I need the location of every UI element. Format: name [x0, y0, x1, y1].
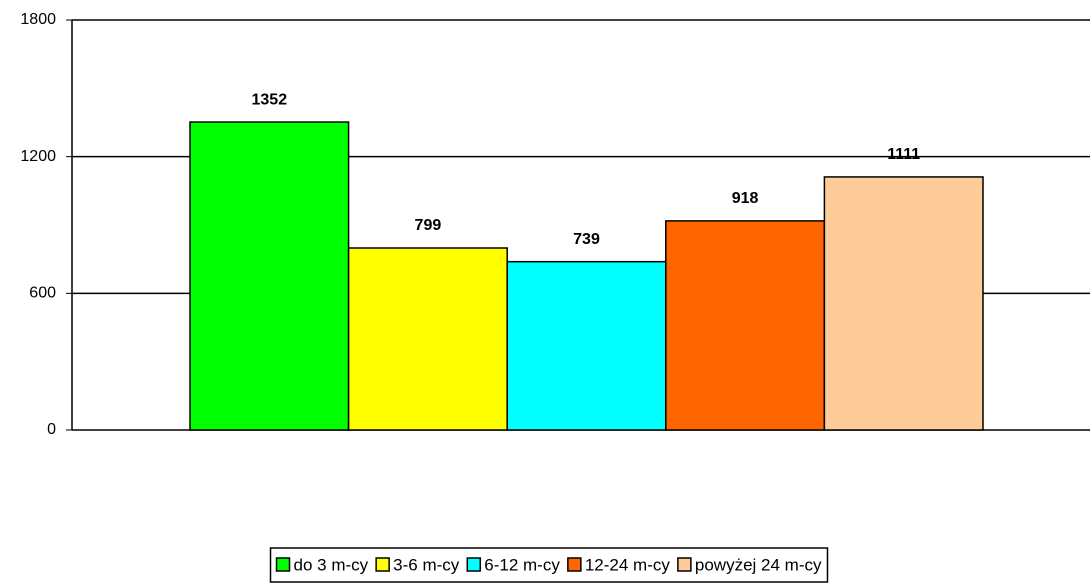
legend-item: 6-12 m-cy	[466, 555, 560, 574]
value-label: 739	[573, 231, 600, 248]
y-tick-label: 0	[47, 421, 56, 438]
legend-label: 3-6 m-cy	[393, 555, 460, 574]
bar	[347, 247, 508, 431]
legend-swatch	[375, 557, 390, 572]
legend-item: do 3 m-cy	[275, 555, 369, 574]
y-tick-label: 600	[29, 285, 56, 302]
legend-label: do 3 m-cy	[294, 555, 369, 574]
value-label: 1111	[887, 146, 920, 163]
legend-swatch	[275, 557, 291, 572]
bar	[665, 220, 826, 431]
bar	[506, 260, 667, 431]
legend: do 3 m-cy 3-6 m-cy 6-12 m-cy 12-24 m-cy powy…	[269, 547, 829, 583]
value-label: 918	[732, 190, 759, 207]
bar	[823, 176, 984, 431]
bar	[189, 121, 350, 431]
legend-swatch	[677, 557, 692, 572]
legend-box	[269, 547, 829, 583]
y-tick-label: 1800	[20, 11, 56, 28]
legend-swatch	[567, 557, 582, 572]
legend-swatch	[466, 557, 482, 572]
legend-item: 3-6 m-cy	[375, 555, 460, 574]
legend-item: 12-24 m-cy	[567, 555, 671, 574]
legend-label: 6-12 m-cy	[484, 555, 560, 574]
legend-label: powyżej 24 m-cy	[695, 555, 822, 574]
value-label: 1352	[252, 91, 288, 108]
y-tick-label: 1200	[20, 148, 56, 165]
legend-item: powyżej 24 m-cy	[677, 555, 822, 574]
value-label: 799	[415, 217, 442, 234]
legend-label: 12-24 m-cy	[585, 555, 671, 574]
